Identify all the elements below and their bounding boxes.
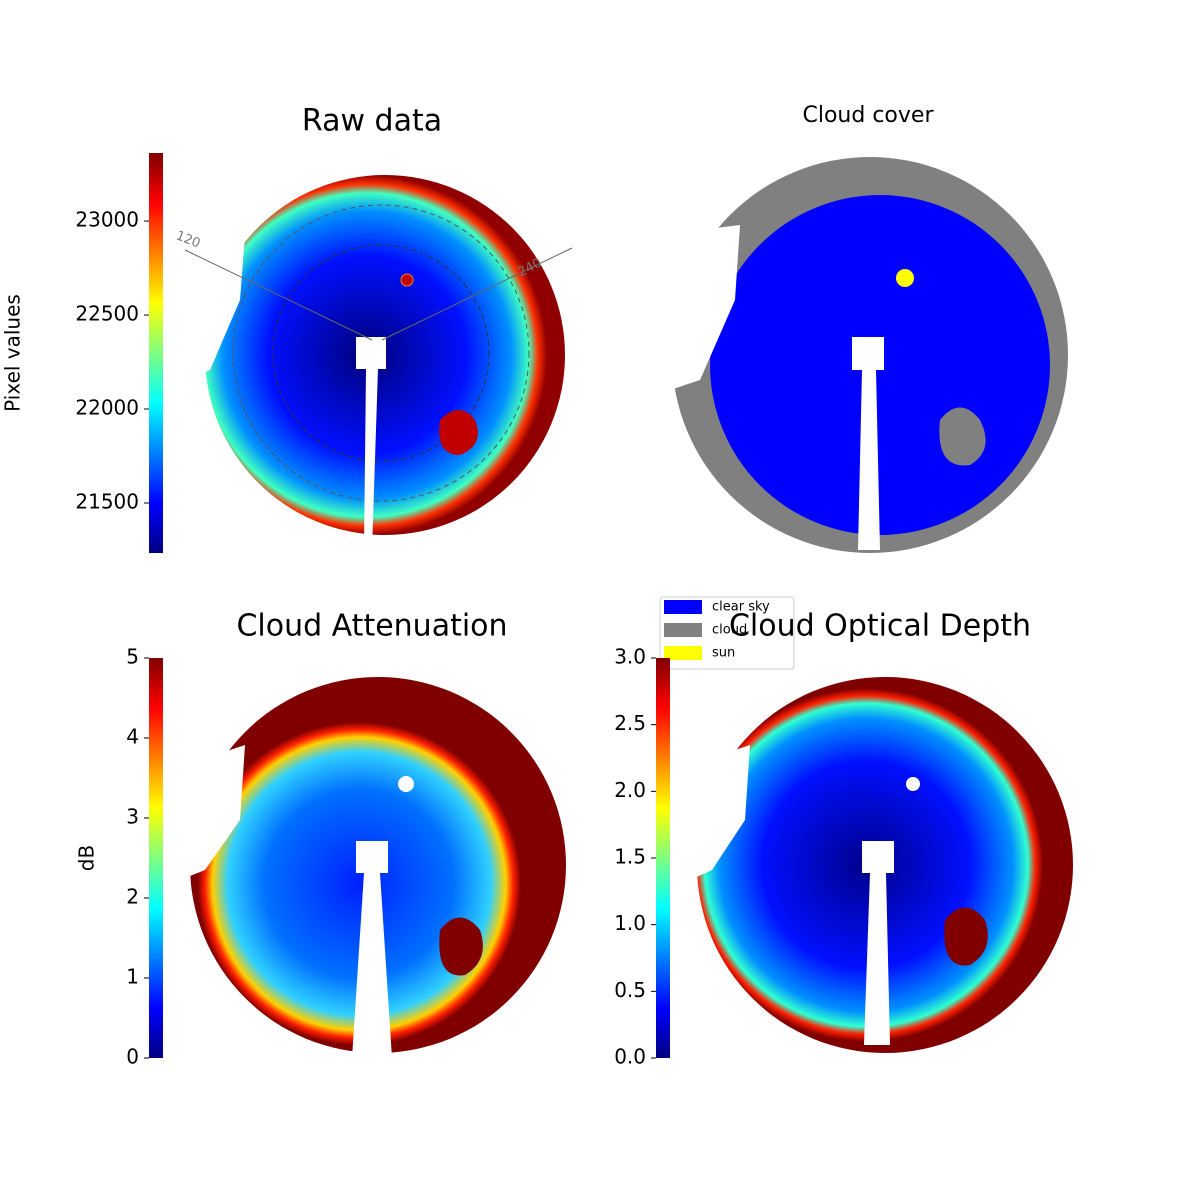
colorbar-tick-label: 4	[126, 725, 139, 749]
colorbar-tick-label: 3	[126, 805, 139, 829]
colorbar-tick-label: 1	[126, 965, 139, 989]
colorbar-tick-label: 0.5	[614, 978, 646, 1002]
cloud-cover-image	[670, 157, 1068, 553]
legend-swatch	[664, 646, 702, 660]
attenuation-image	[180, 677, 566, 1058]
colorbar-tick-label: 1.5	[614, 845, 646, 869]
colorbar-tick-label: 3.0	[614, 645, 646, 669]
colorbar-tick-label: 0	[126, 1045, 139, 1069]
colorbar	[149, 658, 163, 1058]
colorbar-tick-label: 0.0	[614, 1045, 646, 1069]
colorbar-tick-label: 23000	[75, 208, 139, 232]
colorbar-label: Pixel values	[1, 294, 25, 412]
colorbar	[656, 658, 670, 1058]
legend-swatch	[664, 623, 702, 637]
colorbar-tick-label: 2.5	[614, 711, 646, 735]
optical-depth-image	[690, 677, 1073, 1053]
panel-title: Cloud Attenuation	[236, 609, 507, 644]
legend-label: sun	[712, 646, 735, 661]
panel-title: Cloud cover	[803, 103, 935, 128]
legend-label: clear sky	[712, 600, 770, 615]
raw-image	[184, 175, 573, 550]
polar-label: 120	[174, 228, 203, 251]
colorbar-tick-label: 2	[126, 885, 139, 909]
panel-title: Raw data	[302, 104, 442, 139]
colorbar-label: dB	[75, 845, 99, 871]
legend-label: cloud	[712, 623, 747, 638]
colorbar	[149, 153, 163, 553]
colorbar-tick-label: 22000	[75, 396, 139, 420]
legend-swatch	[664, 600, 702, 614]
colorbar-tick-label: 22500	[75, 302, 139, 326]
colorbar-tick-label: 1.0	[614, 911, 646, 935]
panel-title: Cloud Optical Depth	[729, 609, 1031, 644]
colorbar-tick-label: 2.0	[614, 778, 646, 802]
colorbar-tick-label: 21500	[75, 490, 139, 514]
colorbar-tick-label: 5	[126, 645, 139, 669]
